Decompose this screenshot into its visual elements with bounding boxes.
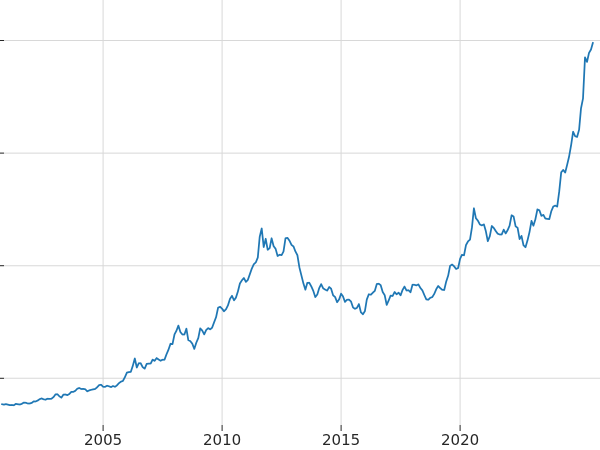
x-tick-label: 2020 bbox=[441, 431, 479, 449]
x-tick-label: 2005 bbox=[84, 431, 122, 449]
data-line bbox=[1, 41, 594, 407]
x-tick-label: 2010 bbox=[203, 431, 241, 449]
gridlines bbox=[0, 0, 600, 425]
tick-marks bbox=[0, 40, 461, 431]
x-tick-label: 2015 bbox=[322, 431, 360, 449]
